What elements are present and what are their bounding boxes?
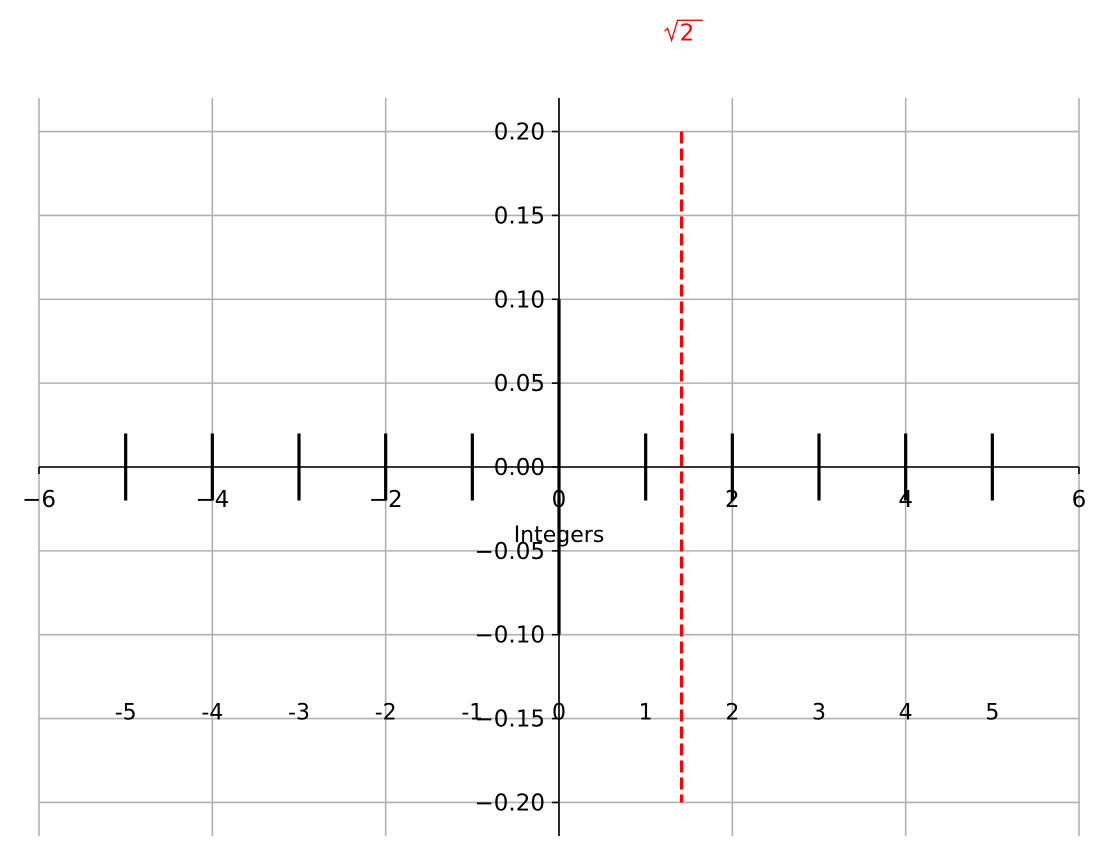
x-tick-label: −6 [22,487,56,513]
x-axis-ticks: −6−4−20246 [22,467,1086,513]
integer-label: 4 [899,701,913,726]
y-tick-label: −0.10 [475,623,545,649]
integer-label: 3 [812,701,826,726]
radical-sign-icon [664,19,703,43]
integer-label: 2 [725,701,739,726]
integer-marks: -5 -4 -3 -2 -1 0 1 2 3 4 5 [115,299,999,726]
integer-label: 1 [639,701,653,726]
y-axis-ticks: 0.20 0.15 0.10 0.05 0.00 −0.05 −0.10 −0.15 −0.20 [475,120,559,816]
integer-label: -1 [461,701,483,726]
reference-line-group: 2 [664,19,703,803]
integers-annotation: Integers [514,523,605,548]
integer-label: -4 [201,701,223,726]
integer-label: -2 [375,701,397,726]
y-tick-label: 0.05 [494,371,545,397]
y-tick-label: 0.00 [494,455,545,481]
y-tick-label: 0.15 [494,203,545,229]
sqrt2-radicand: 2 [680,20,695,46]
y-tick-label: −0.15 [475,707,545,733]
integer-label: -3 [288,701,310,726]
integer-label: -5 [115,701,137,726]
y-tick-label: −0.05 [475,539,545,565]
sqrt2-label: 2 [664,19,703,46]
y-tick-label: 0.20 [494,120,545,146]
annotations: Integers [514,523,605,548]
y-tick-label: −0.20 [475,790,545,816]
integer-label: 5 [985,701,999,726]
y-tick-label: 0.10 [494,287,545,313]
x-tick-label: 6 [1072,487,1087,513]
integer-label: 0 [552,701,566,726]
